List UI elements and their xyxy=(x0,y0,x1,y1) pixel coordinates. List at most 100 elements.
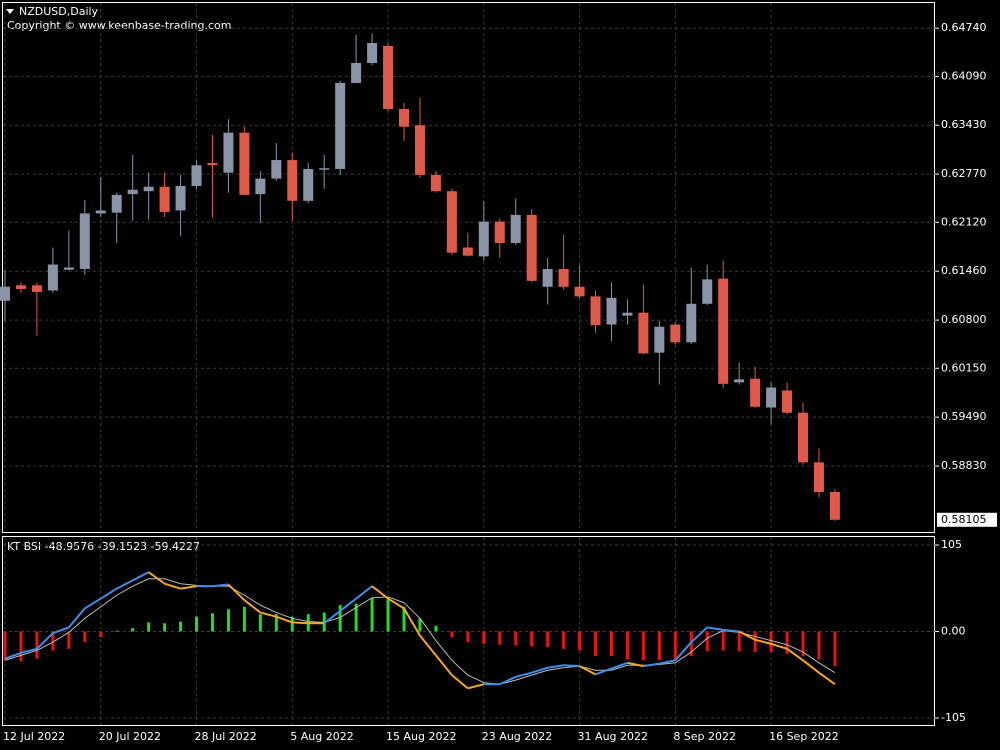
candle-body xyxy=(494,221,505,244)
candle-body xyxy=(335,83,346,169)
candle-body xyxy=(319,168,330,170)
candle-body xyxy=(414,125,425,175)
candle-body xyxy=(734,379,745,383)
main-line-segment xyxy=(674,641,693,661)
candle-body xyxy=(351,63,362,84)
candle-body xyxy=(191,165,202,187)
main-line-segment xyxy=(451,674,469,690)
main-line-segment xyxy=(371,585,389,600)
histogram-bar xyxy=(705,631,709,652)
candle-body xyxy=(143,186,154,192)
main-line-segment xyxy=(260,611,277,618)
candle-body xyxy=(367,43,378,64)
candle-body xyxy=(622,312,633,316)
menu-icon xyxy=(6,9,14,14)
histogram-bar xyxy=(258,614,262,632)
histogram-bar xyxy=(769,631,773,653)
main-line-segment xyxy=(643,662,660,668)
candle-body xyxy=(606,297,617,325)
x-tick-label: 5 Aug 2022 xyxy=(290,730,353,743)
main-line-segment xyxy=(212,583,229,588)
candle-body xyxy=(829,491,840,520)
main-line-segment xyxy=(659,659,676,665)
candle-body xyxy=(446,191,457,253)
main-line-segment xyxy=(547,664,564,669)
histogram-bar xyxy=(625,631,629,660)
indicator-title: KT BSI -48.9576 -39.1523 -59.4227 xyxy=(7,540,200,553)
chart-title: NZDUSD,Daily xyxy=(19,5,99,18)
histogram-bar xyxy=(641,631,645,661)
candle-body xyxy=(207,163,218,166)
histogram-bar xyxy=(801,631,805,657)
histogram-bar xyxy=(753,631,757,653)
candle-body xyxy=(15,285,26,289)
candle-body xyxy=(31,285,42,292)
y-tick-label: 0.62770 xyxy=(941,167,987,180)
candle-body xyxy=(766,387,777,408)
signal-line xyxy=(4,578,836,685)
histogram-bar xyxy=(210,613,214,632)
histogram-bar xyxy=(562,631,566,649)
candle-body xyxy=(79,213,90,269)
candle-body xyxy=(287,160,298,201)
main-line-segment xyxy=(770,642,788,650)
histogram-bar xyxy=(657,631,661,661)
main-line-segment xyxy=(100,587,118,600)
y-tick-label: 0.64740 xyxy=(941,21,987,34)
histogram-bar xyxy=(817,631,821,660)
histogram-bar xyxy=(131,628,135,632)
histogram-bar xyxy=(195,616,199,632)
main-line-segment xyxy=(355,585,373,600)
candle-body xyxy=(718,278,729,384)
candle-body xyxy=(526,214,537,281)
histogram-bar xyxy=(67,631,71,649)
histogram-bar xyxy=(99,631,103,638)
x-tick-label: 31 Aug 2022 xyxy=(578,730,648,743)
histogram-bar xyxy=(673,631,677,661)
candle-body xyxy=(478,221,489,257)
candle-body xyxy=(798,412,808,463)
histogram-bar xyxy=(514,631,518,646)
main-line-segment xyxy=(387,597,405,610)
main-line-segment xyxy=(531,666,548,674)
histogram-bar xyxy=(163,623,167,632)
histogram-bar xyxy=(179,621,183,632)
main-line-segment xyxy=(339,597,357,612)
histogram-bar xyxy=(402,606,406,632)
candle-body xyxy=(383,45,394,109)
candle-body xyxy=(782,390,793,413)
histogram-bar xyxy=(530,631,534,647)
x-tick-label: 20 Jul 2022 xyxy=(99,730,161,743)
y-tick-label: 0.61460 xyxy=(941,264,987,277)
y-tick-label: 0.58830 xyxy=(941,459,987,472)
candle-body xyxy=(574,286,585,297)
histogram-bar xyxy=(370,597,374,632)
main-line-segment xyxy=(68,607,86,629)
y-tick-label: 0.64090 xyxy=(941,69,987,82)
price-label-box xyxy=(937,512,997,527)
candle-body xyxy=(430,174,441,192)
histogram-bar xyxy=(418,618,422,632)
main-line-segment xyxy=(403,607,421,637)
histogram-bar xyxy=(466,631,470,643)
main-line-segment xyxy=(52,626,70,635)
y-tick-label: -105 xyxy=(941,711,966,724)
main-line-segment xyxy=(227,583,246,601)
x-tick-label: 15 Aug 2022 xyxy=(386,730,456,743)
candle-body xyxy=(159,186,170,212)
main-line-segment xyxy=(723,628,740,633)
x-tick-label: 28 Jul 2022 xyxy=(195,730,257,743)
y-tick-label: 0.60800 xyxy=(941,313,987,326)
x-tick-label: 23 Aug 2022 xyxy=(482,730,552,743)
main-line-segment xyxy=(132,571,150,582)
main-line-segment xyxy=(595,667,612,676)
main-line-segment xyxy=(579,665,596,676)
histogram-bar xyxy=(737,631,741,652)
chart-subtitle: Copyright © www.keenbase-trading.com xyxy=(7,19,231,32)
main-line-segment xyxy=(36,632,54,650)
candle-body xyxy=(223,132,234,173)
main-line-segment xyxy=(802,659,820,674)
candle-body xyxy=(590,296,601,326)
main-line-segment xyxy=(4,651,22,660)
